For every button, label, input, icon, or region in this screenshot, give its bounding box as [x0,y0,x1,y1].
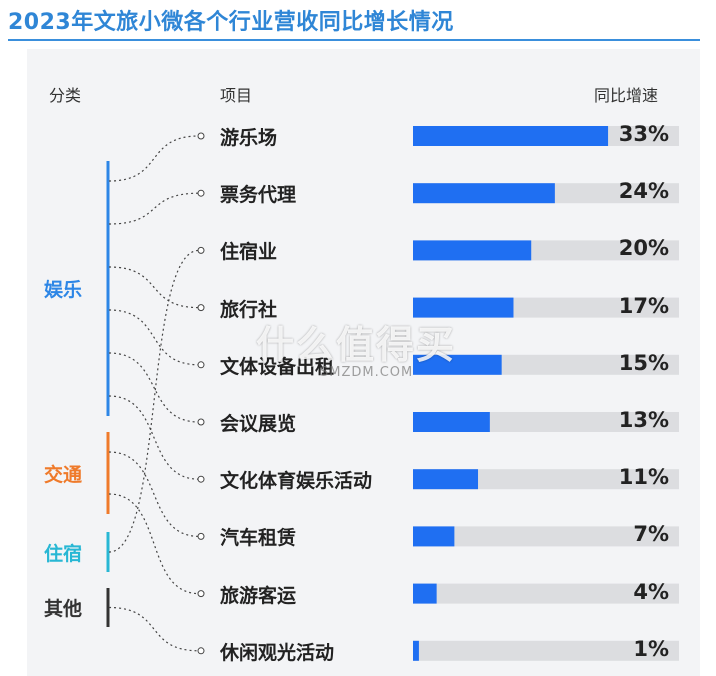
bar-track-8 [413,583,679,604]
connector-0 [108,135,200,182]
item-marker-3 [197,304,205,312]
category-label-other: 其他 [44,598,83,620]
bar-track-9 [413,640,679,661]
value-label-6: 11% [618,465,669,490]
category-label-lodging: 住宿 [44,543,83,565]
header-rate: 同比增速 [594,86,659,105]
value-label-8: 4% [633,579,669,604]
category-label-transport: 交通 [44,464,83,486]
item-marker-5 [197,418,205,426]
connector-3 [108,266,200,309]
connector-1 [108,192,200,225]
bar-9 [413,640,419,661]
chart-title: 2023年文旅小微各个行业营收同比增长情况 [8,10,454,35]
item-label-0: 游乐场 [220,127,278,149]
connector-2 [108,249,200,553]
item-label-7: 汽车租赁 [220,527,297,550]
header-item: 项目 [220,86,253,105]
value-label-5: 13% [618,408,669,432]
bar-1 [413,183,555,204]
connector-9 [108,606,200,652]
value-label-2: 20% [618,236,669,261]
bar-track-7 [413,526,679,547]
item-marker-4 [197,361,205,369]
item-marker-1 [197,189,205,197]
bar-track-6 [413,469,679,490]
bar-0 [413,126,609,146]
category-label-entertainment: 娱乐 [44,279,83,301]
connector-7 [108,451,200,537]
item-label-2: 住宿业 [220,241,278,264]
bar-6 [413,469,479,490]
item-marker-9 [197,647,205,655]
item-label-8: 旅游客运 [220,584,297,607]
value-label-7: 7% [633,522,669,547]
item-label-5: 会议展览 [220,413,297,435]
item-marker-8 [197,590,205,598]
connector-6 [108,395,200,480]
bar-8 [413,583,437,604]
bar-3 [413,297,514,318]
item-label-4: 文体设备出租 [220,355,335,378]
item-marker-2 [197,246,205,254]
value-label-4: 15% [618,350,669,375]
item-marker-6 [197,475,205,483]
value-label-9: 1% [633,636,669,661]
value-label-0: 33% [618,122,669,146]
value-label-1: 24% [618,179,669,204]
connector-4 [108,309,200,366]
item-marker-0 [197,132,205,140]
bar-4 [413,354,502,375]
connector-5 [108,352,200,423]
item-marker-7 [197,532,205,540]
bar-5 [413,412,490,432]
item-label-9: 休闲观光活动 [220,641,335,664]
item-label-1: 票务代理 [220,184,297,207]
item-label-6: 文化体育娱乐活动 [220,470,373,493]
item-label-3: 旅行社 [220,298,278,321]
title-divider [8,39,700,41]
bar-2 [413,240,532,261]
value-label-3: 17% [618,293,669,318]
bar-7 [413,526,455,547]
header-category: 分类 [49,86,82,105]
